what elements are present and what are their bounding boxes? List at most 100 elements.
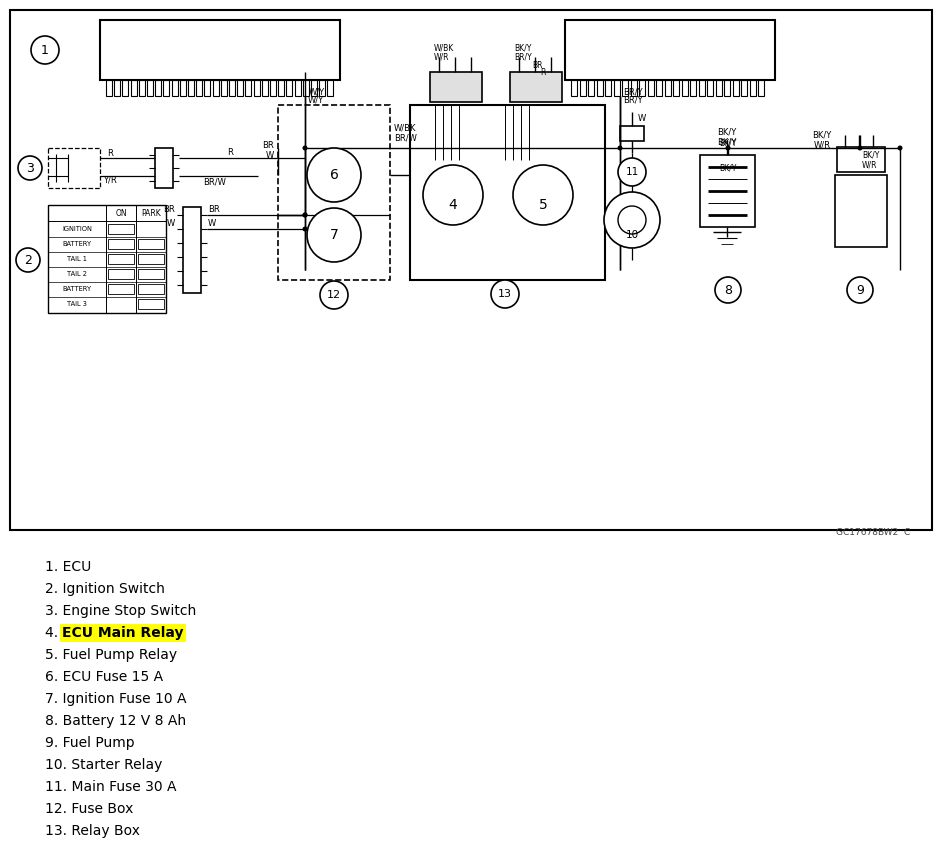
Bar [108,254,134,264]
Text: W: W [208,218,217,228]
Bar [196,80,203,96]
Text: 9. Fuel Pump: 9. Fuel Pump [45,736,135,750]
Text: W/BK: W/BK [434,43,454,53]
Bar [639,80,645,96]
Bar [278,105,390,280]
Text: 5: 5 [539,198,547,212]
Text: TAIL 3: TAIL 3 [67,301,87,307]
Text: W/BK: W/BK [394,123,416,132]
Text: ECU Main Relay: ECU Main Relay [62,626,184,640]
Text: GC17678BW2  C: GC17678BW2 C [836,528,910,537]
Bar [750,80,755,96]
Bar [620,126,644,141]
Text: R: R [227,148,233,156]
Text: 4: 4 [448,198,458,212]
Text: 13. Relay Box: 13. Relay Box [45,824,140,838]
Bar [673,80,679,96]
Text: BR/Y: BR/Y [623,87,642,97]
Bar [48,148,100,188]
Text: 3. Engine Stop Switch: 3. Engine Stop Switch [45,604,196,618]
Text: 7: 7 [330,228,338,242]
Text: BR/Y: BR/Y [623,95,642,104]
Bar [647,80,654,96]
Bar [700,155,755,227]
Bar [155,148,173,188]
Bar [108,239,134,249]
Bar [622,80,628,96]
Bar [229,80,235,96]
Text: 3: 3 [26,161,34,175]
Circle shape [320,281,348,309]
Bar [108,269,134,279]
Bar [571,80,577,96]
Bar [48,205,166,313]
Bar [138,269,164,279]
Bar [262,80,268,96]
Bar [100,20,340,80]
Text: BR: BR [532,60,543,70]
Bar [138,254,164,264]
Bar [837,147,885,172]
Text: 13: 13 [498,289,512,299]
Text: 4.: 4. [45,626,62,640]
Bar [183,207,201,293]
Circle shape [18,156,42,180]
Bar [220,80,227,96]
Text: 5. Fuel Pump Relay: 5. Fuel Pump Relay [45,648,177,662]
Circle shape [302,145,307,150]
Text: W: W [266,150,274,160]
Circle shape [513,165,573,225]
Bar [630,80,637,96]
Text: ON: ON [115,209,127,217]
Text: PARK: PARK [141,209,161,217]
Bar [122,80,128,96]
Text: W/Y: W/Y [309,87,325,97]
Text: BK/Y: BK/Y [514,43,531,53]
Circle shape [618,206,646,234]
Text: 12: 12 [327,290,341,300]
Bar [319,80,325,96]
Circle shape [302,227,307,232]
Text: R: R [107,149,113,158]
Text: BK/Y: BK/Y [720,138,737,148]
Text: BK/Y: BK/Y [718,138,737,147]
Text: 12. Fuse Box: 12. Fuse Box [45,802,134,816]
Bar [311,80,317,96]
Bar [302,80,309,96]
Bar [596,80,603,96]
Text: 11. Main Fuse 30 A: 11. Main Fuse 30 A [45,780,176,794]
Text: 10. Starter Relay: 10. Starter Relay [45,758,162,772]
Text: BATTERY: BATTERY [62,241,91,247]
Text: 1. ECU: 1. ECU [45,560,91,574]
Bar [707,80,713,96]
Text: W: W [638,114,646,122]
Text: BR: BR [262,140,274,149]
Bar [328,80,333,96]
Text: 6: 6 [330,168,338,182]
Text: W: W [167,218,175,228]
Text: 2: 2 [24,254,32,267]
Text: BR: BR [163,205,175,213]
Text: 2. Ignition Switch: 2. Ignition Switch [45,582,165,596]
Bar [733,80,739,96]
Circle shape [898,145,902,150]
Bar [681,80,688,96]
Circle shape [715,277,741,303]
Bar [106,80,112,96]
Circle shape [847,277,873,303]
Bar [605,80,611,96]
Text: BATTERY: BATTERY [62,286,91,292]
Bar [213,80,219,96]
Text: 6. ECU Fuse 15 A: 6. ECU Fuse 15 A [45,670,163,684]
Bar [131,80,137,96]
Bar [163,80,170,96]
Bar [171,80,178,96]
Bar [613,80,620,96]
Bar [188,80,194,96]
Circle shape [618,158,646,186]
Bar [138,80,145,96]
Text: W/R: W/R [814,140,831,149]
Text: 9: 9 [856,284,864,296]
Text: BK/Y: BK/Y [718,127,737,137]
Text: Y/R: Y/R [103,176,117,184]
